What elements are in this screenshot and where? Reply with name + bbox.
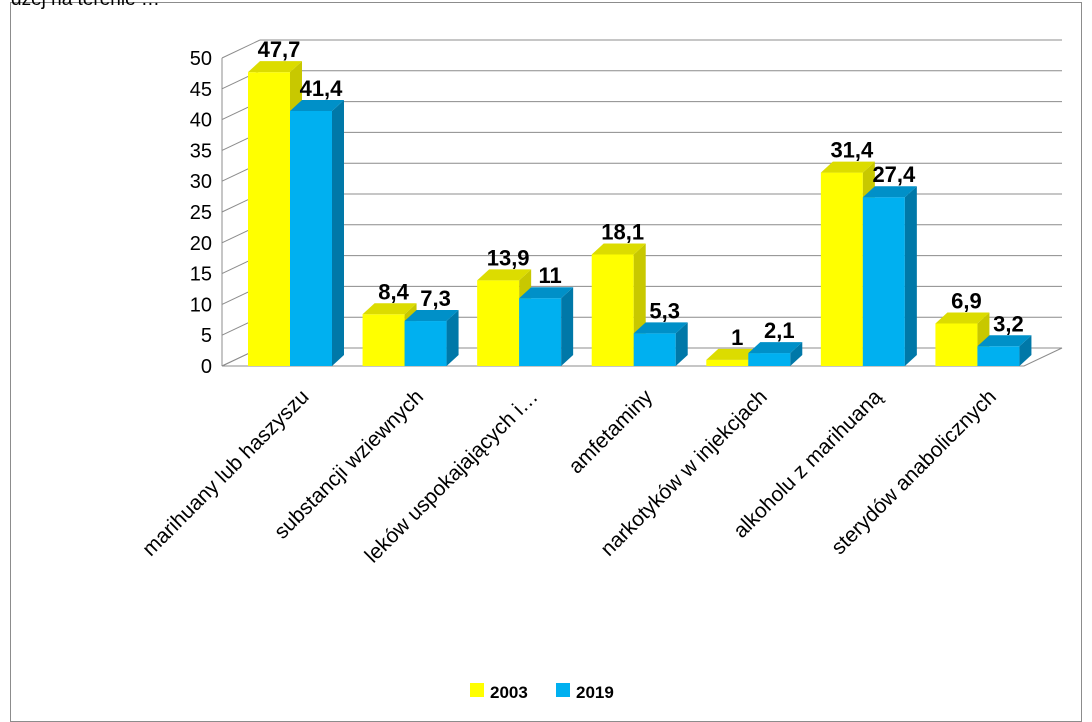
bar-top xyxy=(519,287,574,299)
y-tick-label: 5 xyxy=(201,325,212,347)
legend-swatch-2019 xyxy=(556,683,570,697)
bar-side xyxy=(332,99,344,366)
bar-front xyxy=(477,280,520,366)
bar-2019-1 xyxy=(404,310,459,366)
data-label-2003-6: 6,9 xyxy=(951,288,982,313)
bar-front xyxy=(290,110,332,366)
bar-top xyxy=(404,310,459,322)
data-label-2003-1: 8,4 xyxy=(378,279,409,304)
bar-front xyxy=(820,172,863,366)
data-label-2003-5: 31,4 xyxy=(830,138,874,163)
y-tick-label: 40 xyxy=(190,110,212,132)
bar-front xyxy=(935,323,978,366)
bar-front xyxy=(633,333,676,366)
y-tick-label: 0 xyxy=(201,356,212,378)
data-label-2019-3: 5,3 xyxy=(649,298,680,323)
bar-top xyxy=(633,322,688,334)
y-tick-label: 30 xyxy=(190,171,212,193)
bar-front xyxy=(591,254,634,366)
y-tick-label: 45 xyxy=(190,79,212,101)
legend-label-2019: 2019 xyxy=(576,683,614,702)
bar-front xyxy=(706,359,749,366)
data-label-2019-6: 3,2 xyxy=(993,311,1024,336)
y-axis: 0 5 10 15 20 25 30 35 40 45 50 xyxy=(190,48,212,378)
data-label-2003-3: 18,1 xyxy=(601,220,644,245)
y-tick-label: 20 xyxy=(190,233,212,255)
bar-2019-0 xyxy=(290,99,344,366)
bar-side xyxy=(446,310,459,366)
data-label-2003-4: 1 xyxy=(731,325,743,350)
y-tick-label: 35 xyxy=(190,140,212,162)
data-labels: 47,7 41,4 8,4 7,3 13,9 11 18,1 5,3 1 2,1 31,427,4 6… xyxy=(258,37,1024,350)
y-tick-label: 50 xyxy=(190,48,212,70)
data-label-2019-0: 41,4 xyxy=(300,76,344,101)
bar-side xyxy=(790,342,803,366)
data-label-2019-5: 27,4 xyxy=(872,162,916,187)
y-tick-label: 15 xyxy=(190,264,212,286)
bar-side xyxy=(561,287,574,366)
bar-side xyxy=(904,186,917,366)
y-tick-label: 25 xyxy=(190,202,212,224)
data-label-2003-0: 47,7 xyxy=(258,37,301,62)
bar-2019-6 xyxy=(977,335,1032,366)
bars xyxy=(248,61,1032,366)
bar-top xyxy=(977,335,1032,347)
bar-2019-4 xyxy=(748,342,803,366)
legend: 2003 2019 xyxy=(470,683,614,702)
data-label-2003-2: 13,9 xyxy=(487,245,530,270)
bar-front xyxy=(977,346,1020,366)
bar-2019-5 xyxy=(862,186,917,366)
bar-front xyxy=(748,353,791,366)
bar-2019-3 xyxy=(633,322,688,366)
bar-top xyxy=(935,312,990,324)
data-label-2019-2: 11 xyxy=(539,263,562,288)
bar-front xyxy=(362,314,405,366)
bar-front xyxy=(404,321,447,366)
bar-front xyxy=(519,298,562,366)
bar-front xyxy=(248,72,290,366)
bar-2003-6 xyxy=(935,312,990,366)
bar-top xyxy=(290,99,344,111)
bar-2019-2 xyxy=(519,287,574,366)
bar-top xyxy=(477,269,532,281)
bar-top xyxy=(248,61,302,73)
top-cut-text: dzej na terenie … xyxy=(11,0,160,11)
gridline-diagonal xyxy=(221,39,261,59)
bar-top xyxy=(748,342,803,354)
legend-swatch-2003 xyxy=(470,683,484,697)
bar-side xyxy=(1019,335,1032,366)
bar-side xyxy=(675,322,688,366)
bar-front xyxy=(862,197,905,366)
x-tick-label: amfetaminy xyxy=(564,385,657,478)
bar-top xyxy=(591,243,646,255)
legend-label-2003: 2003 xyxy=(490,683,528,702)
data-label-2019-4: 2,1 xyxy=(764,318,795,343)
bar-top xyxy=(862,186,917,198)
bar-top xyxy=(362,303,417,315)
bar-top xyxy=(706,348,761,360)
y-tick-label: 10 xyxy=(190,294,212,316)
data-label-2019-1: 7,3 xyxy=(420,286,451,311)
bar-top xyxy=(820,161,875,173)
